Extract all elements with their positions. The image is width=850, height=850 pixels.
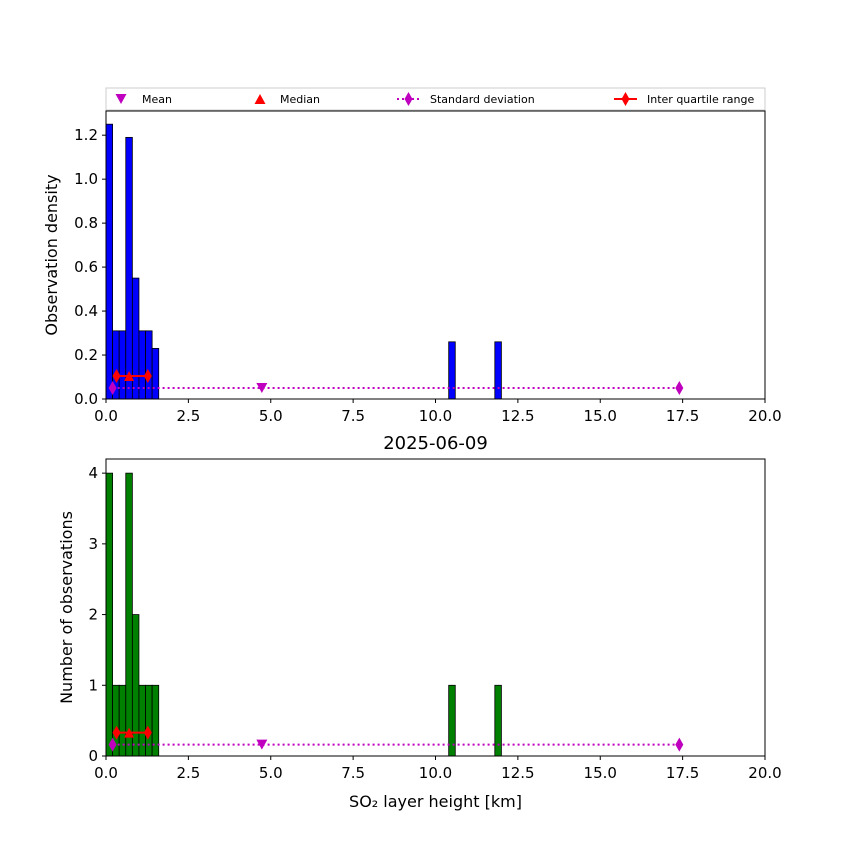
count-iqr-marker-1: [143, 725, 152, 740]
density-y-axis-label: Observation density: [42, 174, 61, 335]
density-iqr-marker-1: [143, 369, 152, 384]
count-x-tick-label-3: 7.5: [341, 764, 365, 782]
legend-label-iqr: Inter quartile range: [647, 93, 754, 106]
chart-title: 2025-06-09: [383, 433, 488, 454]
count-x-tick-label-0: 0.0: [94, 764, 118, 782]
count-bar-4: [131, 614, 140, 757]
density-x-tick-label-7: 17.5: [666, 407, 699, 425]
count-x-tick-label-5: 12.5: [501, 764, 534, 782]
density-x-tick-label-4: 10.0: [419, 407, 452, 425]
density-iqr-marker-0: [112, 369, 121, 384]
count-y-tick-label-3: 3: [88, 535, 98, 553]
density-mean-marker: [256, 383, 268, 394]
density-y-tick-label-5: 1.0: [74, 170, 98, 188]
count-x-tick-label-2: 5.0: [259, 764, 283, 782]
count-y-tick-label-4: 4: [88, 464, 98, 482]
count-mean-marker: [256, 739, 268, 750]
legend-median-marker: [254, 94, 266, 104]
density-y-tick-label-1: 0.2: [74, 346, 98, 364]
count-x-ticks: 0.0 2.5 5.0 7.5 10.0 12.5 15.0 17.5 20.0: [94, 756, 782, 782]
density-median-marker: [124, 371, 135, 382]
legend: Mean Median Standard deviation Inter qua…: [105, 87, 766, 111]
count-y-ticks: 0 1 2 3 4: [88, 464, 106, 765]
density-y-tick-label-2: 0.4: [74, 302, 98, 320]
legend-mean-marker: [115, 94, 127, 104]
count-bar-2: [118, 684, 127, 757]
count-statistics: [108, 725, 684, 752]
density-x-ticks: 0.0 2.5 5.0 7.5 10.0 12.5 15.0 17.5 20.0: [94, 399, 782, 425]
count-bar-0: [105, 472, 113, 757]
count-y-tick-label-1: 1: [88, 676, 98, 694]
legend-label-std: Standard deviation: [430, 93, 535, 106]
count-axes-frame: [105, 458, 766, 757]
legend-frame: [105, 87, 766, 111]
density-bar-0: [105, 123, 113, 400]
count-y-axis-label: Number of observations: [57, 511, 76, 704]
density-statistics: [108, 369, 684, 396]
density-bar-8: [448, 341, 456, 400]
count-std-marker-1: [675, 737, 684, 752]
density-y-tick-label-3: 0.6: [74, 258, 98, 276]
count-x-tick-label-8: 20.0: [748, 764, 781, 782]
legend-label-median: Median: [280, 93, 320, 106]
legend-std-marker: [404, 92, 413, 106]
count-iqr-marker-0: [112, 725, 121, 740]
density-axes-frame: [105, 110, 766, 400]
density-bar-3: [125, 136, 133, 400]
density-histogram-panel: 0.0 2.5 5.0 7.5 10.0 12.5 15.0 17.5 20.0 0.00.20…: [42, 110, 782, 425]
count-x-tick-label-7: 17.5: [666, 764, 699, 782]
density-bar-7: [151, 348, 160, 400]
density-x-tick-label-0: 0.0: [94, 407, 118, 425]
density-bar-9: [494, 341, 502, 400]
count-median-marker: [124, 727, 135, 738]
x-axis-label: SO₂ layer height [km]: [349, 792, 522, 811]
count-y-tick-label-0: 0: [88, 747, 98, 765]
density-bar-2: [118, 330, 127, 400]
count-bar-3: [125, 472, 133, 757]
legend-iqr-marker: [621, 92, 630, 106]
legend-label-mean: Mean: [142, 93, 172, 106]
count-y-tick-label-2: 2: [88, 606, 98, 624]
density-x-tick-label-8: 20.0: [748, 407, 781, 425]
density-x-tick-label-2: 5.0: [259, 407, 283, 425]
density-x-tick-label-3: 7.5: [341, 407, 365, 425]
density-x-tick-label-1: 2.5: [176, 407, 200, 425]
count-x-tick-label-1: 2.5: [176, 764, 200, 782]
count-std-marker-0: [108, 737, 117, 752]
density-x-tick-label-6: 15.0: [584, 407, 617, 425]
count-bars: [105, 472, 502, 757]
density-y-tick-label-0: 0.0: [74, 390, 98, 408]
density-y-ticks: 0.0 0.2 0.4 0.6 0.8 1.0 1.2: [74, 126, 106, 408]
density-bars: [105, 123, 502, 400]
count-histogram-panel: 0.0 2.5 5.0 7.5 10.0 12.5 15.0 17.5 20.0 0 1 2 3 4 N…: [57, 458, 782, 811]
count-x-tick-label-4: 10.0: [419, 764, 452, 782]
density-y-tick-label-6: 1.2: [74, 126, 98, 144]
density-y-tick-label-4: 0.8: [74, 214, 98, 232]
count-x-tick-label-6: 15.0: [584, 764, 617, 782]
density-std-marker-1: [675, 381, 684, 396]
density-x-tick-label-5: 12.5: [501, 407, 534, 425]
density-std-marker-0: [108, 381, 117, 396]
